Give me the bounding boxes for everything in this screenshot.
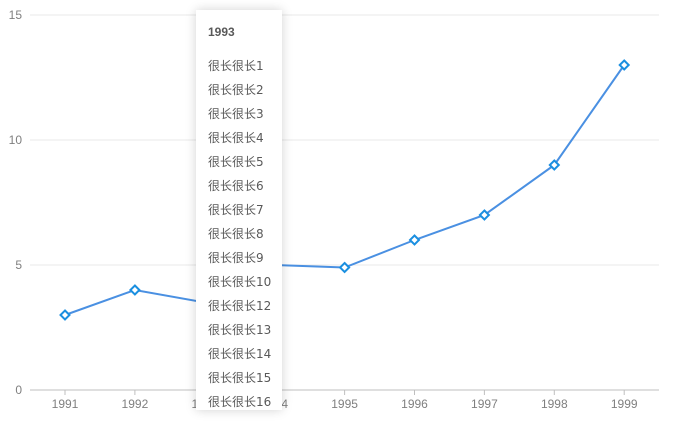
data-point	[338, 261, 351, 274]
y-tick-label: 15	[9, 8, 23, 22]
data-point	[478, 209, 491, 221]
tooltip-item: 很长很长6	[208, 179, 264, 193]
x-tick-label: 1995	[331, 397, 358, 411]
tooltip-item: 很长很长13	[208, 323, 272, 337]
y-tick-label: 5	[15, 258, 22, 272]
x-tick-label: 1991	[52, 397, 79, 411]
tooltip-item: 很长很长15	[208, 371, 272, 385]
tooltip-item: 很长很长4	[208, 131, 264, 145]
data-point	[59, 309, 71, 321]
tooltip-item: 很长很长8	[208, 227, 264, 241]
data-point	[128, 284, 141, 296]
data-point	[408, 234, 421, 246]
tooltip-item: 很长很长9	[208, 251, 264, 265]
tooltip-item: 很长很长12	[208, 299, 272, 313]
x-tick-label: 1996	[401, 397, 428, 411]
tooltip-item: 很长很长16	[208, 395, 272, 409]
x-tick-label: 1997	[471, 397, 498, 411]
tooltip-item: 很长很长5	[208, 155, 264, 169]
tooltip-item: 很长很长10	[208, 275, 272, 289]
y-tick-label: 0	[15, 383, 22, 397]
tooltip-item: 很长很长1	[208, 59, 264, 73]
x-tick-label: 1992	[122, 397, 149, 411]
x-tick-label: 1998	[541, 397, 568, 411]
chart-tooltip: 1993 很长很长1 很长很长2 很长很长3 很长很长4 很长很长5 很长很长6 很长很长7…	[196, 10, 282, 410]
series-line	[64, 64, 626, 316]
tooltip-title: 1993	[208, 25, 235, 39]
tooltip-item: 很长很长14	[208, 347, 272, 361]
tooltip-item: 很长很长7	[208, 203, 264, 217]
tooltip-item: 很长很长3	[208, 107, 264, 121]
tooltip-list: 很长很长1 很长很长2 很长很长3 很长很长4 很长很长5 很长很长6 很长很长7 很长很长8…	[208, 54, 282, 410]
y-tick-label: 10	[9, 133, 23, 147]
data-point	[548, 159, 561, 171]
x-tick-label: 1999	[611, 397, 638, 411]
tooltip-item: 很长很长2	[208, 83, 264, 97]
data-point	[618, 59, 631, 71]
